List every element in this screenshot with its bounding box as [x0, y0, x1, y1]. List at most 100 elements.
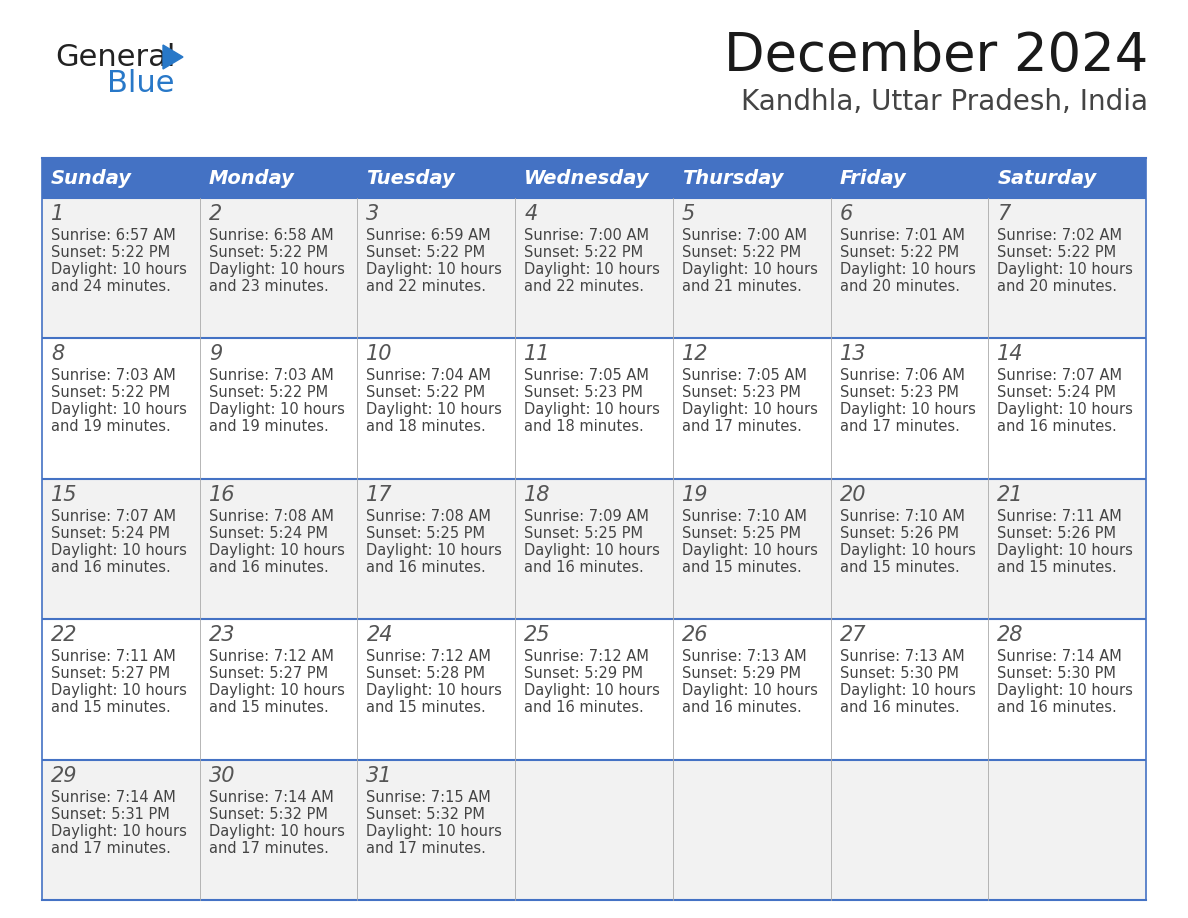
Bar — [42, 479, 200, 620]
Bar — [200, 479, 358, 620]
Text: December 2024: December 2024 — [723, 30, 1148, 82]
Bar — [358, 158, 516, 198]
Text: 6: 6 — [840, 204, 853, 224]
Bar — [358, 620, 516, 759]
Bar — [358, 759, 516, 900]
Bar — [672, 158, 830, 198]
Text: Sunrise: 7:09 AM: Sunrise: 7:09 AM — [524, 509, 649, 524]
Text: Sunrise: 7:11 AM: Sunrise: 7:11 AM — [51, 649, 176, 665]
Text: Sunset: 5:28 PM: Sunset: 5:28 PM — [366, 666, 486, 681]
Bar — [42, 158, 200, 198]
Text: Sunset: 5:24 PM: Sunset: 5:24 PM — [997, 386, 1117, 400]
Text: Sunset: 5:30 PM: Sunset: 5:30 PM — [840, 666, 959, 681]
Text: 14: 14 — [997, 344, 1024, 364]
Bar — [830, 339, 988, 479]
Text: Sunset: 5:27 PM: Sunset: 5:27 PM — [51, 666, 170, 681]
Bar — [42, 198, 200, 339]
Text: and 24 minutes.: and 24 minutes. — [51, 279, 171, 294]
Text: 15: 15 — [51, 485, 77, 505]
Text: Sunset: 5:22 PM: Sunset: 5:22 PM — [682, 245, 801, 260]
Text: and 21 minutes.: and 21 minutes. — [682, 279, 802, 294]
Text: Sunset: 5:32 PM: Sunset: 5:32 PM — [209, 807, 328, 822]
Text: 26: 26 — [682, 625, 708, 645]
Text: Sunset: 5:26 PM: Sunset: 5:26 PM — [840, 526, 959, 541]
Bar — [988, 479, 1146, 620]
Text: Sunrise: 7:15 AM: Sunrise: 7:15 AM — [366, 789, 491, 804]
Text: Sunset: 5:24 PM: Sunset: 5:24 PM — [51, 526, 170, 541]
Text: and 15 minutes.: and 15 minutes. — [840, 560, 960, 575]
Text: and 16 minutes.: and 16 minutes. — [997, 420, 1117, 434]
Text: Daylight: 10 hours: Daylight: 10 hours — [840, 543, 975, 558]
Bar — [988, 339, 1146, 479]
Text: and 17 minutes.: and 17 minutes. — [840, 420, 960, 434]
Text: Sunrise: 7:05 AM: Sunrise: 7:05 AM — [524, 368, 649, 384]
Text: Daylight: 10 hours: Daylight: 10 hours — [366, 402, 503, 418]
Text: Sunrise: 6:59 AM: Sunrise: 6:59 AM — [366, 228, 491, 243]
Text: 19: 19 — [682, 485, 708, 505]
Text: Daylight: 10 hours: Daylight: 10 hours — [524, 543, 661, 558]
Text: Sunset: 5:22 PM: Sunset: 5:22 PM — [366, 386, 486, 400]
Text: Sunrise: 7:00 AM: Sunrise: 7:00 AM — [682, 228, 807, 243]
Text: Sunrise: 7:07 AM: Sunrise: 7:07 AM — [51, 509, 176, 524]
Text: Sunset: 5:30 PM: Sunset: 5:30 PM — [997, 666, 1117, 681]
Text: 11: 11 — [524, 344, 551, 364]
Text: and 17 minutes.: and 17 minutes. — [682, 420, 802, 434]
Text: 5: 5 — [682, 204, 695, 224]
Bar — [358, 198, 516, 339]
Text: Daylight: 10 hours: Daylight: 10 hours — [209, 683, 345, 699]
Text: and 15 minutes.: and 15 minutes. — [366, 700, 486, 715]
Bar — [830, 158, 988, 198]
Text: 7: 7 — [997, 204, 1011, 224]
Text: General: General — [55, 43, 176, 72]
Text: Sunset: 5:24 PM: Sunset: 5:24 PM — [209, 526, 328, 541]
Text: Daylight: 10 hours: Daylight: 10 hours — [997, 262, 1133, 277]
Text: Sunrise: 7:03 AM: Sunrise: 7:03 AM — [209, 368, 334, 384]
Bar — [830, 620, 988, 759]
Text: 12: 12 — [682, 344, 708, 364]
Text: Sunrise: 7:12 AM: Sunrise: 7:12 AM — [209, 649, 334, 665]
Bar — [988, 198, 1146, 339]
Text: Daylight: 10 hours: Daylight: 10 hours — [840, 262, 975, 277]
Text: and 16 minutes.: and 16 minutes. — [840, 700, 960, 715]
Text: and 16 minutes.: and 16 minutes. — [366, 560, 486, 575]
Text: 22: 22 — [51, 625, 77, 645]
Text: 17: 17 — [366, 485, 393, 505]
Text: Sunset: 5:25 PM: Sunset: 5:25 PM — [524, 526, 643, 541]
Text: and 22 minutes.: and 22 minutes. — [366, 279, 486, 294]
Bar — [988, 620, 1146, 759]
Text: and 15 minutes.: and 15 minutes. — [997, 560, 1117, 575]
Bar — [672, 339, 830, 479]
Bar — [830, 198, 988, 339]
Text: and 20 minutes.: and 20 minutes. — [840, 279, 960, 294]
Text: Daylight: 10 hours: Daylight: 10 hours — [682, 543, 817, 558]
Text: Friday: Friday — [840, 169, 906, 187]
Text: 27: 27 — [840, 625, 866, 645]
Text: and 16 minutes.: and 16 minutes. — [524, 700, 644, 715]
Text: Daylight: 10 hours: Daylight: 10 hours — [209, 823, 345, 839]
Text: Daylight: 10 hours: Daylight: 10 hours — [51, 823, 187, 839]
Text: Wednesday: Wednesday — [524, 169, 650, 187]
Text: Sunday: Sunday — [51, 169, 132, 187]
Text: 16: 16 — [209, 485, 235, 505]
Text: Daylight: 10 hours: Daylight: 10 hours — [209, 402, 345, 418]
Text: Daylight: 10 hours: Daylight: 10 hours — [682, 402, 817, 418]
Text: 2: 2 — [209, 204, 222, 224]
Text: Sunrise: 7:03 AM: Sunrise: 7:03 AM — [51, 368, 176, 384]
Bar — [988, 759, 1146, 900]
Text: and 17 minutes.: and 17 minutes. — [366, 841, 486, 856]
Text: Daylight: 10 hours: Daylight: 10 hours — [524, 262, 661, 277]
Text: Sunset: 5:22 PM: Sunset: 5:22 PM — [51, 245, 170, 260]
Text: Daylight: 10 hours: Daylight: 10 hours — [51, 683, 187, 699]
Text: and 15 minutes.: and 15 minutes. — [682, 560, 802, 575]
Text: Sunrise: 7:08 AM: Sunrise: 7:08 AM — [366, 509, 492, 524]
Text: Daylight: 10 hours: Daylight: 10 hours — [682, 262, 817, 277]
Text: Sunrise: 7:08 AM: Sunrise: 7:08 AM — [209, 509, 334, 524]
Text: Daylight: 10 hours: Daylight: 10 hours — [840, 402, 975, 418]
Bar — [516, 620, 672, 759]
Text: Kandhla, Uttar Pradesh, India: Kandhla, Uttar Pradesh, India — [741, 88, 1148, 116]
Bar — [200, 620, 358, 759]
Text: Sunset: 5:25 PM: Sunset: 5:25 PM — [682, 526, 801, 541]
Text: Daylight: 10 hours: Daylight: 10 hours — [51, 262, 187, 277]
Bar — [672, 759, 830, 900]
Text: and 18 minutes.: and 18 minutes. — [524, 420, 644, 434]
